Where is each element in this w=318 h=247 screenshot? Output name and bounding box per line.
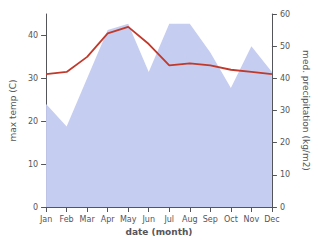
svg-text:Apr: Apr bbox=[101, 215, 116, 224]
svg-text:max temp (C): max temp (C) bbox=[8, 79, 18, 141]
svg-text:0: 0 bbox=[33, 203, 38, 212]
svg-text:20: 20 bbox=[280, 138, 290, 147]
svg-text:Jun: Jun bbox=[141, 215, 155, 224]
svg-text:0: 0 bbox=[280, 203, 285, 212]
svg-text:Mar: Mar bbox=[80, 215, 96, 224]
svg-text:60: 60 bbox=[280, 10, 290, 19]
svg-text:50: 50 bbox=[280, 42, 290, 51]
svg-text:date (month): date (month) bbox=[126, 227, 193, 237]
svg-text:med. precipitation (kg/m2): med. precipitation (kg/m2) bbox=[301, 50, 311, 171]
svg-text:Nov: Nov bbox=[244, 215, 260, 224]
svg-text:Oct: Oct bbox=[224, 215, 238, 224]
svg-text:30: 30 bbox=[280, 106, 290, 115]
svg-text:May: May bbox=[120, 215, 137, 224]
svg-text:Jul: Jul bbox=[163, 215, 174, 224]
svg-text:30: 30 bbox=[28, 74, 38, 83]
svg-text:Sep: Sep bbox=[203, 215, 218, 224]
svg-text:Aug: Aug bbox=[182, 215, 198, 224]
svg-text:Dec: Dec bbox=[264, 215, 279, 224]
svg-text:20: 20 bbox=[28, 117, 38, 126]
svg-text:10: 10 bbox=[28, 160, 38, 169]
svg-text:40: 40 bbox=[280, 74, 290, 83]
svg-text:40: 40 bbox=[28, 31, 38, 40]
svg-text:Feb: Feb bbox=[60, 215, 74, 224]
svg-text:Jan: Jan bbox=[39, 215, 52, 224]
svg-text:10: 10 bbox=[280, 170, 290, 179]
